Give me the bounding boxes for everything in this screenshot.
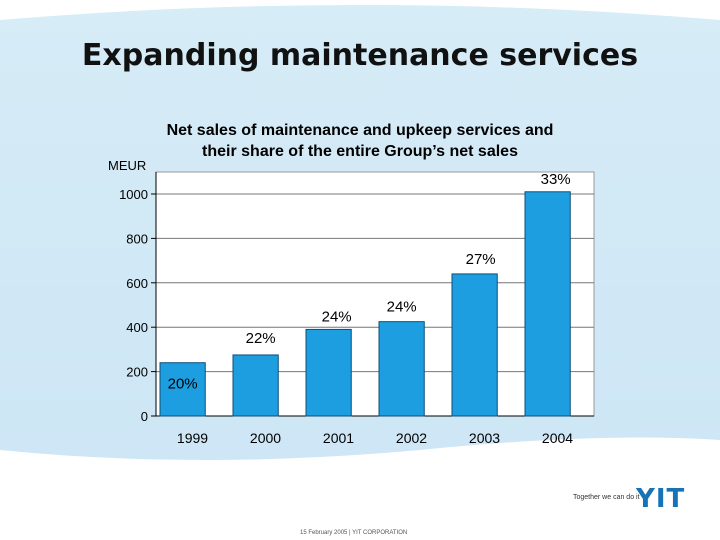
slide-title: Expanding maintenance services [81,38,639,73]
y-tick-label: 800 [126,231,148,246]
y-tick-label: 1000 [119,187,148,202]
x-tick-label: 2001 [323,430,354,446]
share-label: 24% [322,308,352,325]
share-label: 22% [246,330,276,347]
x-tick-label: 1999 [177,430,208,446]
y-tick-label: 600 [126,276,148,291]
share-label: 24% [387,299,417,316]
bar-2002 [378,321,425,417]
tagline: Together we can do it [573,494,640,501]
bar-2003 [451,273,498,417]
share-label: 33% [541,171,571,188]
y-axis-label: MEUR [108,158,147,173]
y-tick-label: 400 [126,320,148,335]
bar-2004 [524,191,571,417]
x-tick-label: 2002 [396,430,427,446]
plot-area [155,171,595,417]
y-tick-label: 200 [126,365,148,380]
chart-title-line-2: their share of the entire Group’s net sa… [202,143,518,160]
x-tick-label: 2000 [250,430,281,446]
bar-1999 [159,362,206,417]
yit-logo: YIT [636,484,686,514]
y-tick-label: 0 [141,409,148,424]
chart-title: Net sales of maintenance and upkeep serv… [120,120,600,162]
share-label: 20% [168,376,198,393]
share-label: 27% [466,251,496,268]
chart-title-line-1: Net sales of maintenance and upkeep serv… [166,122,554,139]
bar-2000 [232,354,279,417]
x-tick-label: 2004 [542,430,573,446]
x-tick-label: 2003 [469,430,500,446]
bar-2001 [305,328,352,417]
footer-text: 15 February 2005 | YIT CORPORATION [300,530,408,536]
